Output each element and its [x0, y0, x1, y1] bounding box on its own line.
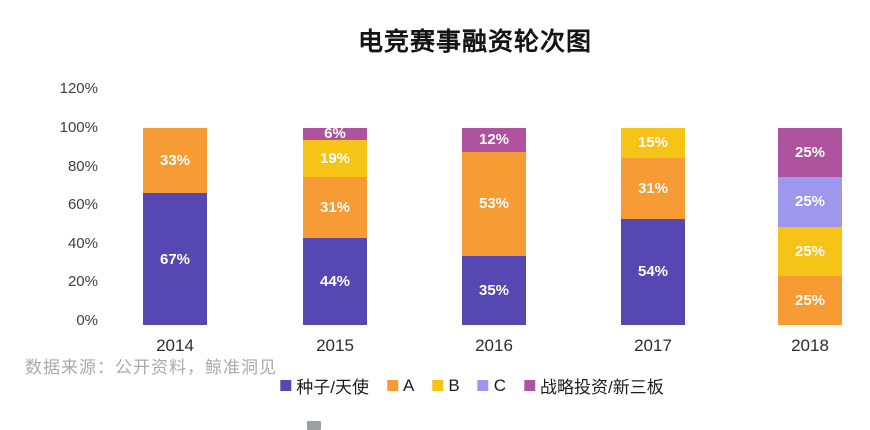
legend-swatch [523, 380, 535, 391]
bar-value-label: 25% [794, 291, 826, 309]
bar-column: 54% 31% 15% [621, 128, 685, 325]
bar-segment: 33% [143, 128, 207, 194]
legend-item: A [387, 376, 414, 396]
bar-value-label: 67% [159, 250, 191, 268]
x-axis-label: 2014 [156, 336, 194, 355]
x-axis-label: 2015 [316, 336, 354, 355]
bar-value-label: 25% [794, 144, 826, 162]
y-axis-tick-label: 80% [67, 157, 98, 175]
bar-column: 35% 53% 12% [462, 128, 526, 325]
y-axis-tick-label: 60% [67, 196, 98, 214]
legend-label: B [448, 375, 460, 395]
bar-value-label: 19% [319, 150, 351, 168]
source-note: 数据来源：公开资料，鲸准洞见 [25, 358, 277, 377]
y-axis-tick-label: 100% [59, 119, 98, 136]
legend-label: C [493, 375, 506, 395]
legend-label: A [403, 375, 415, 395]
legend-item: C [477, 375, 506, 396]
bar-segment: 25% [778, 226, 842, 276]
x-axis-label: 2018 [791, 336, 829, 355]
bar-value-label: 25% [794, 193, 826, 211]
legend-swatch [432, 380, 444, 391]
bar-column: 25% 25% 25% 25% [778, 128, 842, 325]
bar-segment: 35% [462, 256, 526, 325]
legend: 种子/天使 A B C 战略投资/新三板 [280, 373, 664, 398]
legend-label: 战略投资/新三板 [539, 378, 664, 397]
y-axis-tick-label: 40% [67, 234, 98, 252]
bar-segment: 25% [778, 128, 842, 178]
legend-item: 战略投资/新三板 [523, 373, 664, 398]
legend-swatch [387, 380, 399, 391]
bar-segment: 15% [621, 128, 685, 158]
bar-segment: 54% [621, 218, 685, 325]
bar-segment: 31% [621, 157, 685, 219]
bar-column: 67% 33% [143, 128, 207, 325]
bar-segment: 25% [778, 275, 842, 325]
bar-column: 44% 31% 19% 6% [303, 125, 367, 325]
legend-item: B [432, 375, 460, 396]
scrollbar-fragment [307, 421, 321, 430]
bar-value-label: 53% [478, 195, 510, 213]
bar-segment: 67% [143, 193, 207, 325]
y-axis-tick-label: 20% [67, 273, 98, 291]
chart-title: 电竞赛事融资轮次图 [357, 28, 593, 56]
bar-value-label: 54% [637, 263, 669, 281]
bar-value-label: 6% [324, 125, 346, 143]
legend-item: 种子/天使 [280, 373, 369, 398]
x-axis-label: 2016 [475, 336, 513, 355]
bar-segment: 6% [303, 125, 367, 143]
bar-value-label: 12% [478, 131, 510, 149]
bar-value-label: 44% [319, 273, 351, 291]
bar-value-label: 25% [794, 242, 826, 260]
bar-segment: 19% [303, 139, 367, 178]
x-axis-label: 2017 [634, 336, 672, 355]
legend-swatch [280, 380, 292, 391]
bar-segment: 53% [462, 151, 526, 257]
bar-value-label: 31% [319, 199, 351, 217]
bar-value-label: 31% [637, 179, 669, 197]
legend-label: 种子/天使 [296, 378, 370, 397]
bar-segment: 44% [303, 238, 367, 325]
bar-value-label: 15% [637, 134, 669, 152]
bar-segment: 25% [778, 177, 842, 227]
legend-swatch [477, 380, 489, 391]
bar-value-label: 35% [478, 282, 510, 300]
bar-segment: 31% [303, 177, 367, 239]
bar-value-label: 33% [159, 152, 191, 170]
y-axis-tick-label: 0% [76, 312, 98, 329]
bar-segment: 12% [462, 128, 526, 152]
y-axis-tick-label: 120% [59, 80, 98, 98]
